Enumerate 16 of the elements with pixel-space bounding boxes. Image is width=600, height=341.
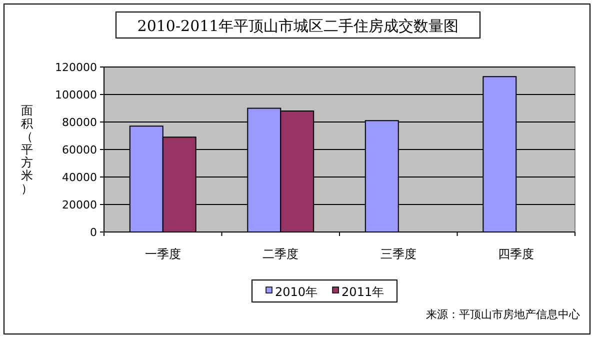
y-tick-label: 40000 [62,171,97,184]
y-tick-label: 120000 [55,61,97,74]
x-tick-label: 一季度 [144,247,181,261]
y-tick-label: 80000 [62,116,97,129]
y-tick-label: 0 [90,226,97,239]
x-tick-label: 四季度 [498,247,534,261]
chart-title: 2010-2011年平顶山市城区二手住房成交数量图 [137,17,459,35]
x-tick-label: 二季度 [262,247,299,261]
source-note: 来源：平顶山市房地产信息中心 [426,308,580,321]
y-tick-label: 100000 [55,88,97,102]
y-tick-label: 20000 [62,198,97,212]
y-axis-title: 面积（平方米） [21,104,33,196]
x-tick-label: 三季度 [380,247,416,261]
legend-label: 2010年 [275,285,318,299]
legend-label: 2011年 [342,285,384,299]
y-tick-label: 60000 [62,144,97,156]
